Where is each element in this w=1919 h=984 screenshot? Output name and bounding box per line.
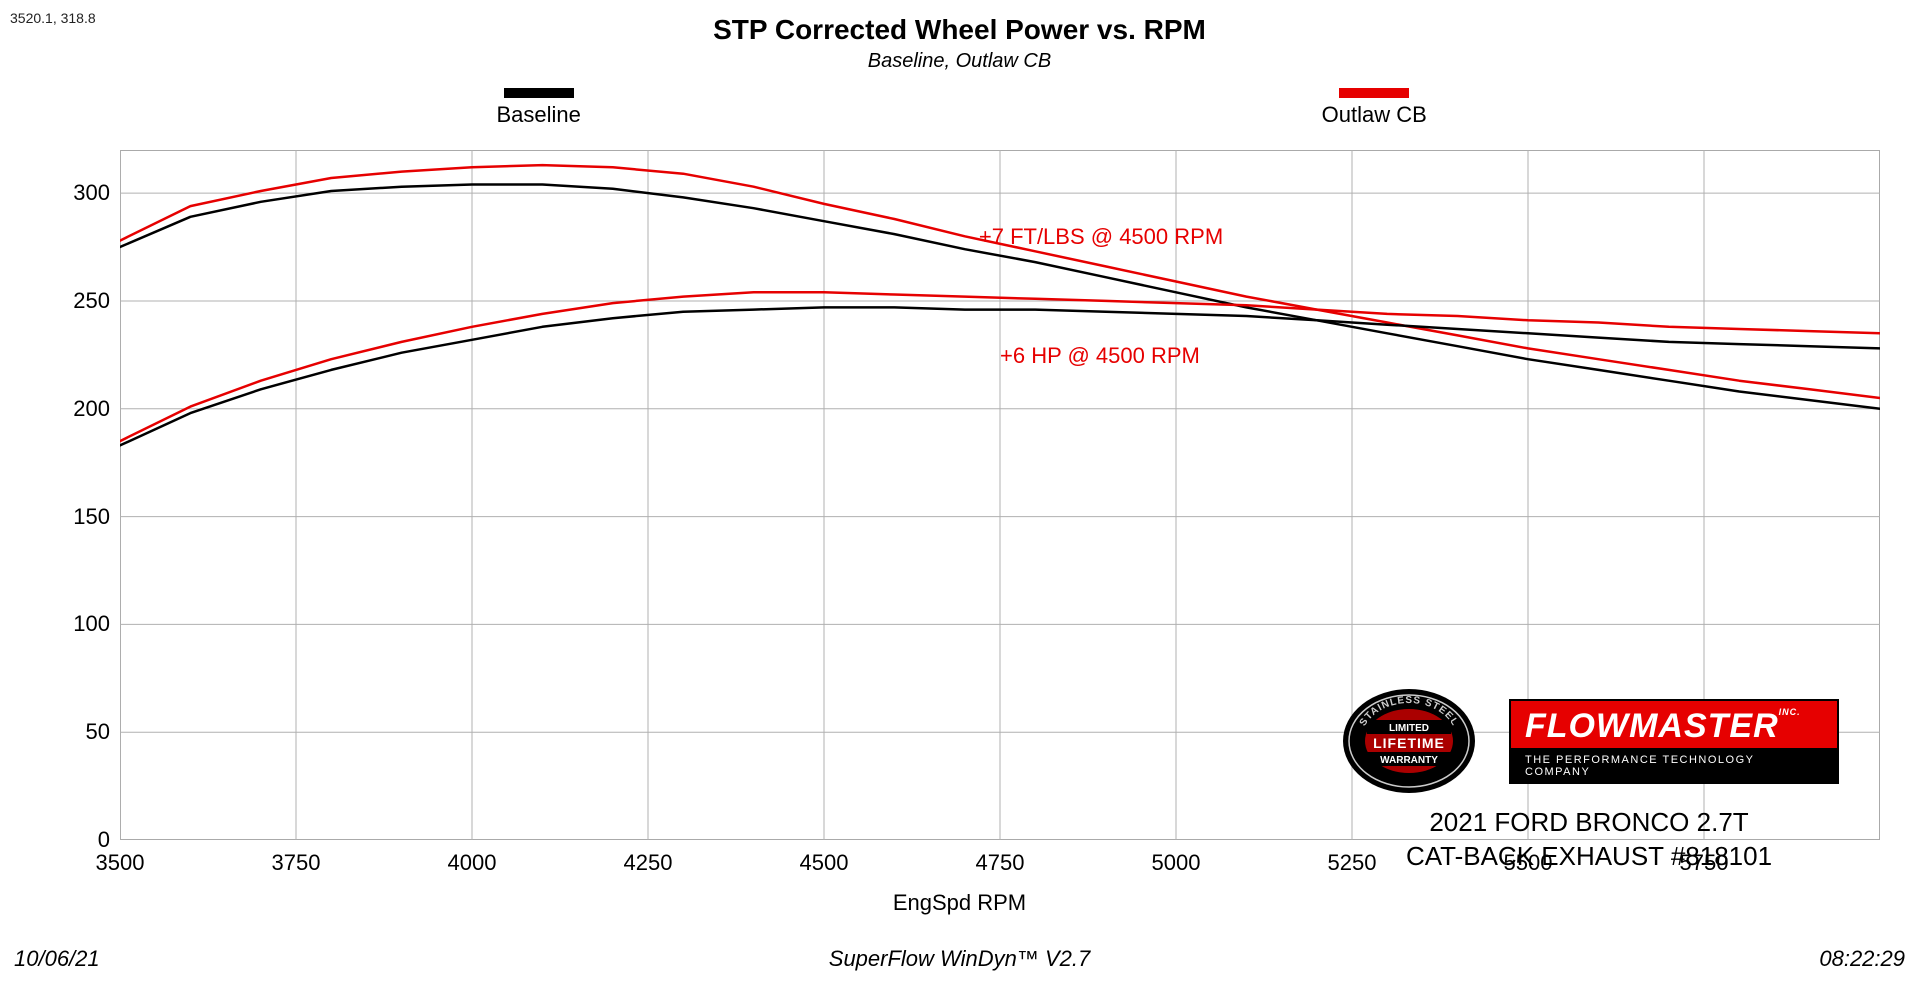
y-tick-label: 200 — [50, 396, 110, 422]
y-tick-label: 250 — [50, 288, 110, 314]
footer-time: 08:22:29 — [1819, 946, 1905, 972]
product-line-2: CAT-BACK EXHAUST #818101 — [1309, 840, 1869, 874]
chart-title: STP Corrected Wheel Power vs. RPM — [0, 14, 1919, 46]
svg-text:WARRANTY: WARRANTY — [1380, 755, 1438, 766]
x-tick-label: 3750 — [256, 850, 336, 876]
chart-subtitle: Baseline, Outlaw CB — [0, 50, 1919, 73]
warranty-badge: STAINLESS STEEL LIMITED LIFETIME WARRANT… — [1339, 686, 1479, 796]
legend-item-outlaw: Outlaw CB — [1322, 88, 1427, 128]
x-tick-label: 3500 — [80, 850, 160, 876]
legend-label-baseline: Baseline — [497, 102, 581, 128]
y-tick-label: 100 — [50, 611, 110, 637]
x-tick-label: 4750 — [960, 850, 1040, 876]
y-tick-label: 300 — [50, 180, 110, 206]
legend-swatch-baseline — [504, 88, 574, 98]
footer-software: SuperFlow WinDyn™ V2.7 — [0, 946, 1919, 972]
svg-text:LIFETIME: LIFETIME — [1373, 735, 1445, 751]
svg-text:LIMITED: LIMITED — [1389, 723, 1429, 734]
y-tick-label: 50 — [50, 719, 110, 745]
x-tick-label: 4000 — [432, 850, 512, 876]
x-axis-title: EngSpd RPM — [0, 890, 1919, 916]
y-tick-label: 150 — [50, 504, 110, 530]
annotation-torque-gain: +7 FT/LBS @ 4500 RPM — [979, 224, 1223, 250]
x-tick-label: 4250 — [608, 850, 688, 876]
annotation-hp-gain: +6 HP @ 4500 RPM — [1000, 343, 1200, 369]
product-line-1: 2021 FORD BRONCO 2.7T — [1309, 806, 1869, 840]
legend-item-baseline: Baseline — [497, 88, 581, 128]
legend: Baseline Outlaw CB — [0, 88, 1919, 138]
brand-inc: INC. — [1779, 707, 1801, 717]
x-tick-label: 4500 — [784, 850, 864, 876]
x-tick-label: 5000 — [1136, 850, 1216, 876]
legend-label-outlaw: Outlaw CB — [1322, 102, 1427, 128]
brand-tagline: THE PERFORMANCE TECHNOLOGY COMPANY — [1509, 750, 1839, 784]
product-info-block: STAINLESS STEEL LIMITED LIFETIME WARRANT… — [1309, 686, 1869, 874]
flowmaster-logo: FLOWMASTERINC. THE PERFORMANCE TECHNOLOG… — [1509, 699, 1839, 784]
brand-name: FLOWMASTER — [1525, 707, 1779, 745]
legend-swatch-outlaw — [1339, 88, 1409, 98]
